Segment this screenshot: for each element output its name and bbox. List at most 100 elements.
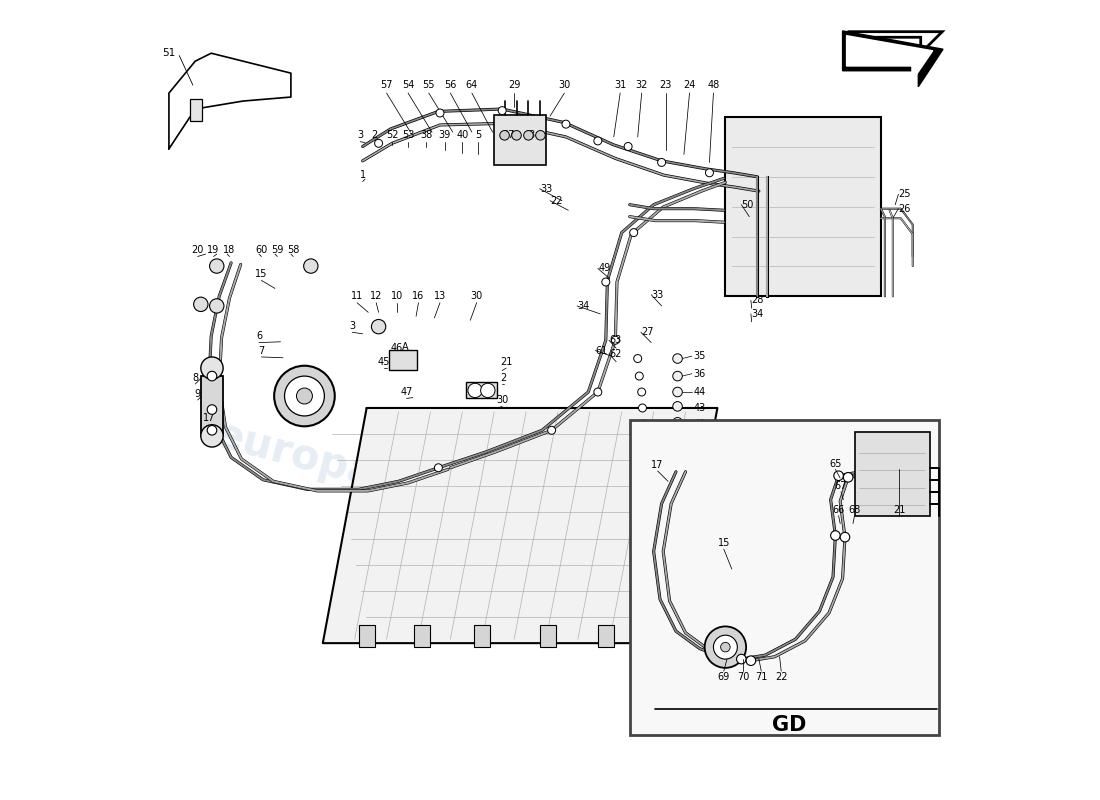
Circle shape [297,388,312,404]
Circle shape [524,130,534,140]
Text: 71: 71 [755,673,768,682]
Text: 41: 41 [694,435,706,445]
Text: 2: 2 [500,373,507,382]
Circle shape [375,139,383,147]
Circle shape [207,405,217,414]
Circle shape [844,473,852,482]
Polygon shape [849,32,943,54]
Text: 60: 60 [255,245,267,255]
Text: 19: 19 [208,245,220,255]
Text: 52: 52 [386,130,398,140]
Text: 11: 11 [351,291,363,302]
Text: 57: 57 [381,80,393,90]
Text: 36: 36 [694,369,706,378]
Circle shape [612,336,619,344]
Text: 15: 15 [717,538,730,549]
Text: 4: 4 [696,468,703,478]
Text: 14: 14 [694,451,706,461]
Text: 22: 22 [774,673,788,682]
Text: 46: 46 [390,343,403,353]
Circle shape [594,388,602,396]
Circle shape [673,506,682,515]
Circle shape [201,425,223,447]
Circle shape [658,158,666,166]
Circle shape [673,548,682,558]
Text: 18: 18 [223,245,235,255]
Text: 32: 32 [636,80,648,90]
Text: 33: 33 [651,290,663,300]
Text: 3: 3 [349,321,355,331]
Text: 21: 21 [893,505,905,515]
Circle shape [673,434,682,443]
Text: 15: 15 [255,269,267,279]
Circle shape [639,535,647,543]
Text: 17: 17 [651,460,663,470]
Circle shape [673,371,682,381]
Text: 30: 30 [471,291,483,302]
Bar [597,625,614,647]
Text: 43: 43 [694,403,706,413]
Text: 50: 50 [741,200,754,210]
Polygon shape [322,408,717,643]
Circle shape [512,130,521,140]
Text: 55: 55 [422,80,436,90]
Text: 68: 68 [848,505,860,515]
Bar [725,117,881,296]
Text: 1: 1 [360,170,365,180]
Circle shape [840,532,850,542]
Text: 40: 40 [456,130,469,140]
Circle shape [210,259,224,274]
Text: 14: 14 [694,490,706,501]
Text: 39: 39 [439,130,451,140]
Text: GD: GD [772,715,806,735]
Circle shape [498,106,506,114]
Text: 67: 67 [835,481,847,491]
Circle shape [207,371,217,381]
Text: 31: 31 [614,80,626,90]
Text: 27: 27 [641,327,653,338]
Text: A: A [402,342,408,351]
Text: 16: 16 [412,291,425,302]
Circle shape [594,137,602,145]
Text: 33: 33 [540,184,552,194]
Text: 42: 42 [694,518,706,529]
Circle shape [673,467,682,477]
Text: 43: 43 [524,130,536,140]
Text: 51: 51 [163,48,176,58]
Circle shape [624,142,632,150]
Text: 53: 53 [402,130,415,140]
Bar [540,625,557,647]
Bar [629,420,939,735]
Text: 10: 10 [390,291,403,302]
Text: 37: 37 [503,130,515,140]
Text: 30: 30 [558,80,571,90]
Text: 29: 29 [508,80,520,90]
Text: 34: 34 [751,309,763,319]
Circle shape [639,468,647,476]
Text: 8: 8 [192,373,198,382]
Circle shape [737,654,746,664]
Text: 62: 62 [609,349,622,358]
Circle shape [673,354,682,363]
Text: 49: 49 [598,263,611,274]
Circle shape [673,450,682,459]
Text: 24: 24 [683,80,695,90]
Circle shape [194,297,208,311]
Text: 63: 63 [609,335,622,346]
Circle shape [673,402,682,411]
Text: 47: 47 [400,387,412,397]
Circle shape [548,426,556,434]
Text: 6: 6 [256,331,262,342]
Circle shape [714,635,737,659]
Text: 13: 13 [433,291,447,302]
Text: europarts: europarts [210,414,443,514]
Text: 59: 59 [272,245,284,255]
Text: 42: 42 [694,419,706,429]
Circle shape [285,376,324,416]
Circle shape [207,426,217,435]
Circle shape [304,259,318,274]
Circle shape [536,130,546,140]
Text: 17: 17 [202,413,215,422]
Circle shape [274,366,334,426]
Circle shape [673,418,682,427]
